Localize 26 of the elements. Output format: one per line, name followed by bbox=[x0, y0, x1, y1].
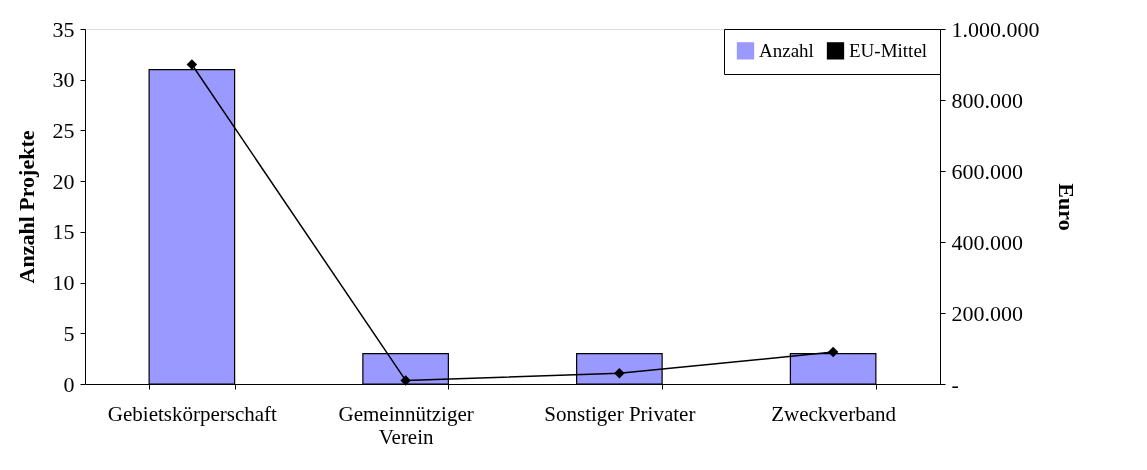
x-tick-label: Gemeinnütziger Verein bbox=[338, 401, 474, 449]
legend-label: EU-Mittel bbox=[849, 39, 928, 61]
y2-tick-label: 1.000.000 bbox=[951, 16, 1040, 42]
y2-tick-label: 200.000 bbox=[951, 300, 1023, 326]
y2-tick-label: 600.000 bbox=[951, 158, 1023, 184]
legend-label: Anzahl bbox=[759, 39, 814, 61]
y2-tick-label: 400.000 bbox=[951, 229, 1023, 255]
x-tick-label: Sonstiger Privater bbox=[544, 401, 696, 426]
y-tick-label: 0 bbox=[63, 371, 75, 397]
point bbox=[614, 368, 625, 379]
y-tick-label: 25 bbox=[52, 117, 75, 143]
y-tick-label: 35 bbox=[52, 16, 75, 42]
point bbox=[827, 346, 839, 358]
point bbox=[400, 375, 411, 386]
y-axis-title: Anzahl Projekte bbox=[13, 130, 39, 284]
y2-tick-label: - bbox=[951, 371, 959, 397]
y2-axis-title: Euro bbox=[1053, 183, 1079, 231]
y-tick-label: 15 bbox=[52, 219, 75, 245]
y-tick-label: 10 bbox=[52, 270, 75, 296]
x-tick-label: Zweckverband bbox=[771, 401, 897, 426]
point bbox=[186, 59, 198, 70]
y-tick-label: 20 bbox=[52, 168, 75, 194]
x-tick-label: Gebietskörperschaft bbox=[107, 401, 278, 426]
y-tick-label: 5 bbox=[63, 320, 75, 346]
y-tick-label: 30 bbox=[52, 67, 75, 93]
y2-tick-label: 800.000 bbox=[951, 87, 1023, 113]
